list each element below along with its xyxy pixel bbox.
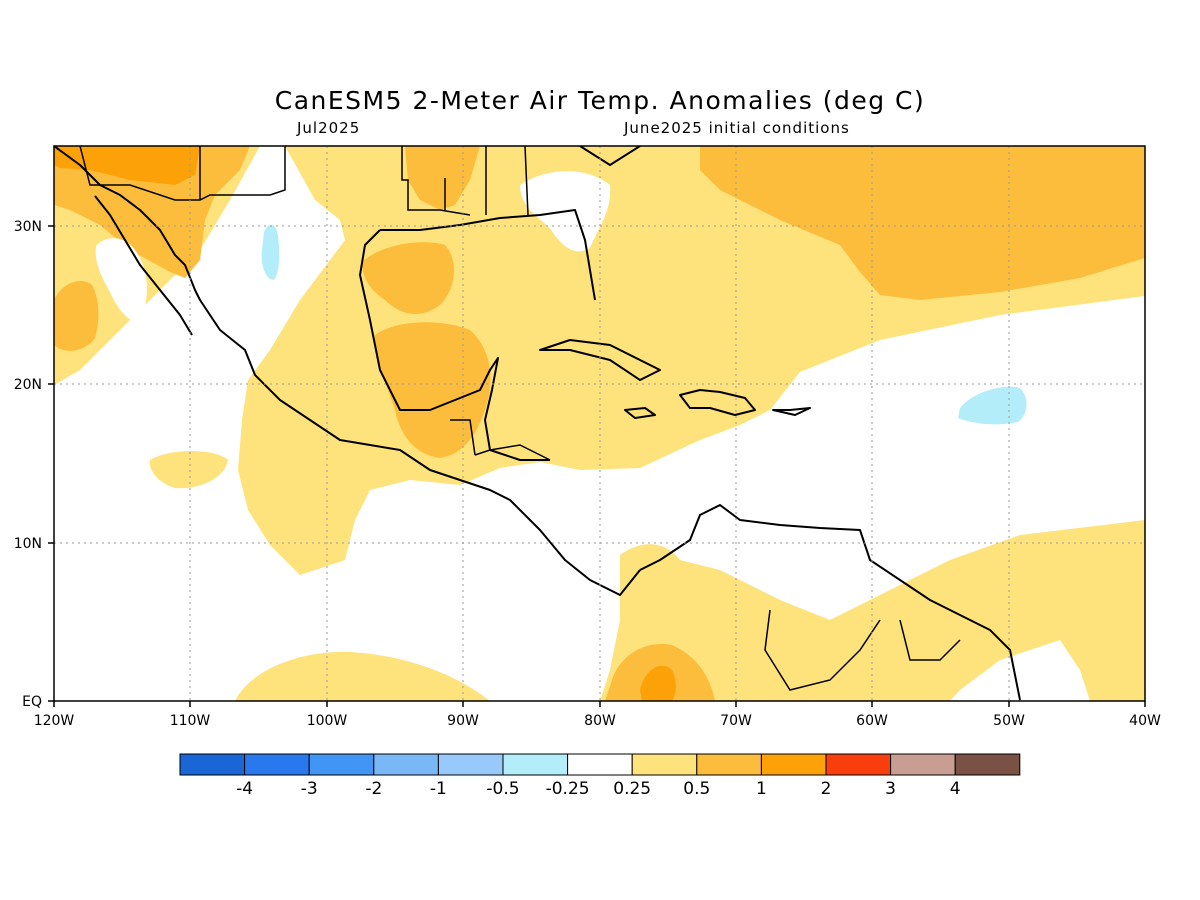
lon-tick-label: 70W [720, 713, 752, 729]
colorbar-label: 3 [885, 779, 896, 799]
border [474, 444, 551, 461]
colorbar-label: -3 [301, 779, 318, 799]
anomaly-shading [54, 146, 1145, 701]
lon-tick-label: 60W [856, 713, 888, 729]
anomaly-region-light-orange [54, 280, 99, 351]
colorbar-swatch [437, 753, 504, 776]
colorbar-label: -2 [365, 779, 382, 799]
colorbar-swatch [760, 753, 827, 776]
anomaly-region-orange [54, 146, 200, 185]
colorbar-swatch [825, 753, 892, 776]
colorbar-label: 0.25 [613, 779, 651, 799]
lat-tick-label: 30N [14, 219, 42, 235]
anomaly-region-neutral [95, 238, 147, 321]
lon-tick-label: 40W [1129, 713, 1161, 729]
anomaly-region-light-orange [405, 146, 480, 210]
chart-title: CanESM5 2-Meter Air Temp. Anomalies (deg… [274, 86, 926, 115]
border [524, 146, 529, 216]
coastline [639, 504, 1021, 701]
coastline [94, 195, 193, 336]
lon-tick-label: 80W [584, 713, 616, 729]
coastline [380, 209, 596, 301]
lon-tick-labels: 120W 110W 100W 90W 80W 70W 60W 50W 40W [34, 713, 1161, 729]
anomaly-region-yellow [149, 451, 228, 489]
colorbar-swatch [954, 753, 1021, 776]
anomaly-region-light-orange [700, 146, 1145, 300]
colorbar-label: 1 [756, 779, 767, 799]
colorbar-label: -0.25 [546, 779, 590, 799]
anomaly-region-light-orange [54, 146, 250, 278]
anomaly-region-yellow [600, 520, 1145, 701]
colorbar-label: 0.5 [683, 779, 710, 799]
coastline [624, 407, 656, 419]
anomaly-region-yellow [235, 651, 490, 701]
colorbar-label: -0.5 [486, 779, 519, 799]
anomaly-region-orange [640, 665, 676, 701]
forecast-month: Jul2025 [297, 119, 361, 137]
lat-tick-label: 20N [14, 377, 42, 393]
colorbar-swatch [308, 753, 375, 776]
anomaly-region-light-orange [362, 242, 455, 315]
border [764, 609, 881, 691]
coastline [679, 389, 756, 416]
lon-tick-label: 100W [307, 713, 348, 729]
political-borders [79, 146, 961, 691]
anomaly-region-light-orange [374, 322, 491, 458]
colorbar: -4 -3 -2 -1 -0.5 -0.25 0.25 0.5 1 2 3 4 [179, 753, 1021, 799]
colorbar-label: -4 [236, 779, 253, 799]
initial-conditions-label: June2025 initial conditions [624, 119, 850, 137]
colorbar-swatch [244, 753, 310, 776]
colorbar-swatch [631, 753, 698, 776]
coastline [579, 146, 641, 166]
axis-ticks [48, 225, 1146, 707]
colorbar-swatch [696, 753, 762, 776]
coastline [772, 407, 811, 416]
anomaly-region-blue [958, 386, 1027, 425]
grid-lines [54, 146, 1145, 701]
colorbar-swatch [567, 753, 633, 776]
coastline [54, 146, 641, 596]
anomaly-region-blue [261, 224, 280, 280]
lat-tick-labels: 30N 20N 10N EQ [14, 219, 42, 710]
coastline [539, 339, 661, 381]
colorbar-label: 4 [950, 779, 961, 799]
lon-tick-label: 110W [170, 713, 211, 729]
colorbar-label: -1 [430, 779, 447, 799]
colorbar-swatch [179, 753, 246, 776]
lon-tick-label: 90W [447, 713, 479, 729]
lon-tick-label: 120W [34, 713, 75, 729]
coastlines [54, 146, 1021, 701]
border [899, 619, 961, 661]
border [401, 146, 471, 216]
lon-tick-label: 50W [993, 713, 1025, 729]
coastline [359, 229, 550, 461]
colorbar-swatch [890, 753, 956, 776]
border [79, 146, 286, 201]
border [450, 419, 476, 456]
colorbar-swatch [373, 753, 439, 776]
colorbar-label: 2 [821, 779, 832, 799]
colorbar-swatch [502, 753, 569, 776]
lat-tick-label: 10N [14, 536, 42, 552]
lat-tick-label: EQ [22, 694, 42, 710]
